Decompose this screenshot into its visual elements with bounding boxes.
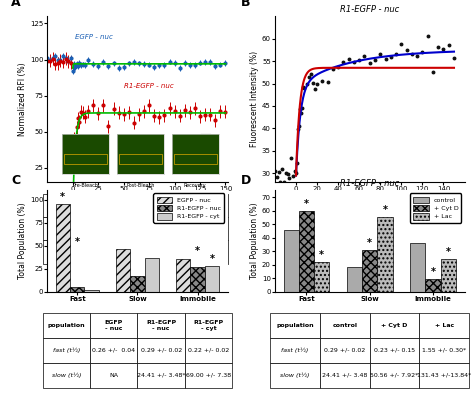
Bar [347, 267, 362, 292]
Bar [410, 243, 426, 292]
Legend: control, + Cyt D, + Lac: control, + Cyt D, + Lac [410, 194, 461, 223]
Text: Recovery: Recovery [184, 183, 207, 188]
Text: *: * [304, 198, 309, 209]
Title: R1-EGFP - nuc: R1-EGFP - nuc [340, 5, 399, 14]
Text: *: * [446, 247, 451, 257]
Bar [64, 154, 107, 164]
Text: A: A [11, 0, 21, 9]
Text: *: * [319, 250, 324, 260]
Bar [426, 279, 441, 292]
Bar [145, 258, 159, 292]
Text: C: C [11, 174, 20, 187]
Text: *: * [210, 254, 215, 264]
Text: Post-Bleach: Post-Bleach [126, 183, 155, 188]
Legend: EGFP - nuc, R1-EGFP - nuc, R1-EGFP - cyt: EGFP - nuc, R1-EGFP - nuc, R1-EGFP - cyt [154, 194, 224, 223]
Bar [205, 266, 219, 292]
X-axis label: Time (s): Time (s) [353, 194, 387, 203]
Text: *: * [430, 267, 436, 277]
Bar [377, 217, 392, 292]
Bar [191, 267, 205, 292]
Bar [119, 154, 162, 164]
Bar [130, 276, 145, 292]
Text: EGFP - nuc: EGFP - nuc [75, 34, 113, 41]
Text: D: D [241, 174, 251, 187]
Bar [283, 230, 299, 292]
Text: *: * [60, 192, 65, 202]
Bar [299, 211, 314, 292]
Y-axis label: Fluorescent Intensity (%): Fluorescent Intensity (%) [250, 51, 259, 147]
Text: *: * [367, 238, 372, 248]
Bar [176, 259, 191, 292]
Bar [174, 154, 217, 164]
Y-axis label: Normalized RFI (%): Normalized RFI (%) [18, 62, 27, 136]
Y-axis label: Total Population (%): Total Population (%) [250, 202, 259, 279]
Text: B: B [241, 0, 250, 9]
Bar [84, 290, 99, 292]
Bar [314, 262, 329, 292]
Bar [116, 249, 130, 292]
Title: R1-EGFP - nuc: R1-EGFP - nuc [340, 179, 399, 188]
Text: Pre-Bleach: Pre-Bleach [73, 183, 98, 188]
Bar [70, 287, 84, 292]
Bar [441, 259, 456, 292]
Bar [362, 250, 377, 292]
Text: *: * [195, 246, 200, 256]
Text: R1-EGFP - nuc: R1-EGFP - nuc [124, 83, 173, 90]
X-axis label: Time (s): Time (s) [120, 194, 155, 203]
Text: *: * [383, 205, 387, 215]
Y-axis label: Total Population (%): Total Population (%) [18, 202, 27, 279]
Bar [55, 204, 70, 292]
Text: *: * [75, 237, 80, 247]
